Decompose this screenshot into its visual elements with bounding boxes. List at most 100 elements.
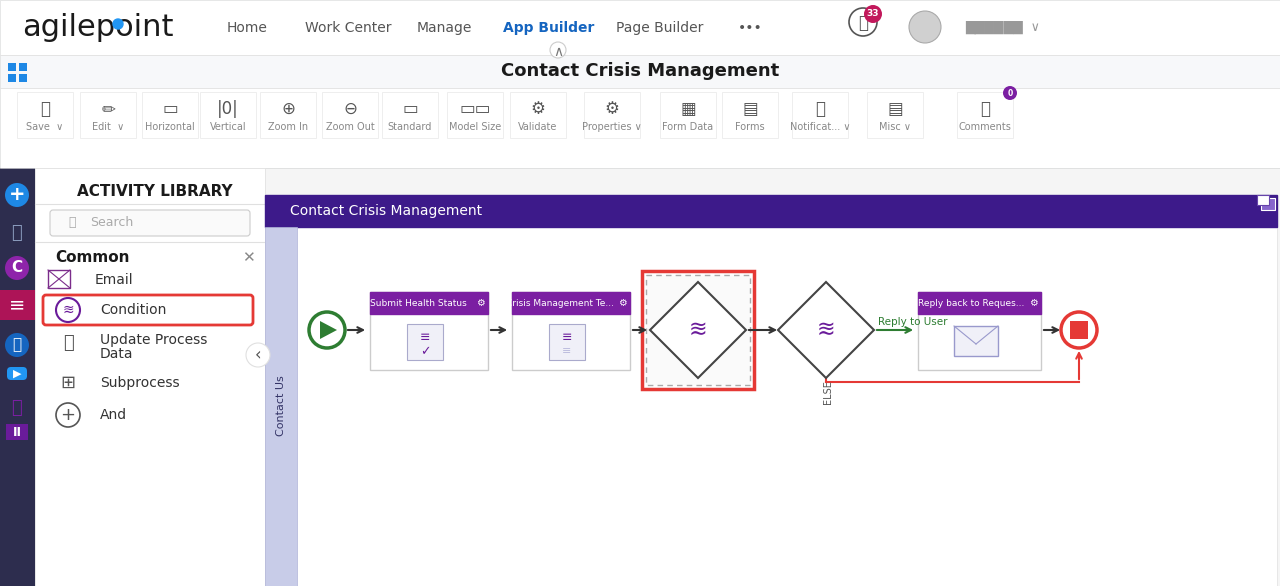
FancyBboxPatch shape	[79, 92, 136, 138]
FancyBboxPatch shape	[660, 92, 716, 138]
FancyBboxPatch shape	[381, 92, 438, 138]
FancyBboxPatch shape	[407, 324, 443, 360]
Circle shape	[246, 343, 270, 367]
Text: 👥: 👥	[13, 338, 22, 353]
FancyBboxPatch shape	[265, 168, 1280, 586]
Text: Zoom Out: Zoom Out	[325, 122, 374, 132]
Text: ▦: ▦	[680, 100, 696, 118]
Text: ⚙: ⚙	[1029, 298, 1037, 308]
FancyBboxPatch shape	[370, 292, 488, 370]
FancyBboxPatch shape	[0, 55, 1280, 88]
FancyBboxPatch shape	[0, 290, 35, 320]
FancyBboxPatch shape	[265, 195, 1277, 227]
FancyBboxPatch shape	[200, 92, 256, 138]
Text: ✏: ✏	[101, 100, 115, 118]
Text: Forms: Forms	[735, 122, 765, 132]
FancyBboxPatch shape	[6, 424, 28, 440]
Text: 🔔: 🔔	[858, 14, 868, 32]
FancyBboxPatch shape	[509, 92, 566, 138]
Text: ⚙: ⚙	[604, 100, 620, 118]
FancyBboxPatch shape	[44, 295, 253, 325]
Text: ∧: ∧	[553, 45, 563, 59]
Text: Contact Us: Contact Us	[276, 376, 285, 437]
Text: Email: Email	[95, 273, 133, 287]
Text: ▶: ▶	[13, 369, 22, 379]
FancyBboxPatch shape	[6, 367, 27, 380]
Text: agilepoint: agilepoint	[22, 13, 174, 43]
FancyBboxPatch shape	[1257, 195, 1268, 205]
Text: Subprocess: Subprocess	[100, 376, 179, 390]
Text: Home: Home	[227, 21, 268, 35]
Circle shape	[909, 11, 941, 43]
Text: App Builder: App Builder	[503, 21, 595, 35]
Text: Submit Health Status: Submit Health Status	[370, 298, 466, 308]
Text: ⊖: ⊖	[343, 100, 357, 118]
Text: ⊕: ⊕	[282, 100, 294, 118]
Text: 🗄: 🗄	[63, 334, 73, 352]
FancyBboxPatch shape	[17, 92, 73, 138]
FancyBboxPatch shape	[792, 92, 849, 138]
Text: Crisis Management Te...: Crisis Management Te...	[506, 298, 614, 308]
Text: ⊞: ⊞	[60, 374, 76, 392]
Text: C: C	[12, 261, 23, 275]
Polygon shape	[778, 282, 874, 378]
Text: ██████  ∨: ██████ ∨	[965, 21, 1039, 33]
Text: ≋: ≋	[689, 320, 708, 340]
Text: ⚙: ⚙	[618, 298, 626, 308]
FancyBboxPatch shape	[265, 227, 1277, 586]
Text: Update Process: Update Process	[100, 333, 207, 347]
Text: 📋: 📋	[12, 224, 22, 242]
Text: Zoom In: Zoom In	[268, 122, 308, 132]
Text: 🔔: 🔔	[815, 100, 826, 118]
FancyBboxPatch shape	[957, 92, 1012, 138]
Text: 33: 33	[867, 9, 879, 19]
Text: Validate: Validate	[518, 122, 558, 132]
Text: ‹: ‹	[255, 346, 261, 364]
Text: +: +	[60, 406, 76, 424]
Text: ✕: ✕	[242, 250, 255, 265]
Text: ⚙: ⚙	[476, 298, 484, 308]
FancyBboxPatch shape	[142, 92, 198, 138]
Text: Misc ∨: Misc ∨	[879, 122, 911, 132]
Text: ≡: ≡	[562, 346, 572, 356]
FancyBboxPatch shape	[1261, 198, 1275, 210]
Text: Manage: Manage	[416, 21, 472, 35]
Text: Page Builder: Page Builder	[616, 21, 704, 35]
Text: •••: •••	[737, 21, 763, 35]
FancyBboxPatch shape	[512, 292, 630, 370]
Text: ▤: ▤	[887, 100, 902, 118]
Text: +: +	[9, 186, 26, 205]
Circle shape	[5, 333, 29, 357]
Text: Reply back to Reques...: Reply back to Reques...	[918, 298, 1024, 308]
Circle shape	[1004, 86, 1018, 100]
Text: Common: Common	[55, 250, 129, 265]
FancyBboxPatch shape	[722, 92, 778, 138]
Text: Contact Crisis Management: Contact Crisis Management	[291, 204, 483, 218]
Text: |0|: |0|	[218, 100, 239, 118]
FancyBboxPatch shape	[50, 210, 250, 236]
Text: Reply to User: Reply to User	[878, 317, 947, 327]
Text: Model Size: Model Size	[449, 122, 502, 132]
FancyBboxPatch shape	[0, 0, 1280, 55]
Text: And: And	[100, 408, 127, 422]
Text: Contact Crisis Management: Contact Crisis Management	[500, 62, 780, 80]
Text: 💬: 💬	[12, 399, 22, 417]
FancyBboxPatch shape	[646, 275, 750, 385]
Text: Form Data: Form Data	[663, 122, 713, 132]
FancyBboxPatch shape	[0, 168, 35, 586]
Polygon shape	[650, 282, 746, 378]
FancyBboxPatch shape	[512, 292, 630, 314]
FancyBboxPatch shape	[1070, 321, 1088, 339]
FancyBboxPatch shape	[49, 270, 70, 288]
Text: ⬛: ⬛	[40, 100, 50, 118]
Circle shape	[5, 256, 29, 280]
Text: Work Center: Work Center	[305, 21, 392, 35]
Text: 💬: 💬	[980, 100, 989, 118]
Text: ≡: ≡	[562, 332, 572, 345]
Text: Properties ∨: Properties ∨	[582, 122, 641, 132]
FancyBboxPatch shape	[323, 92, 378, 138]
Text: Condition: Condition	[100, 303, 166, 317]
Text: ▭: ▭	[163, 100, 178, 118]
Text: Search: Search	[90, 216, 133, 230]
Text: Comments: Comments	[959, 122, 1011, 132]
